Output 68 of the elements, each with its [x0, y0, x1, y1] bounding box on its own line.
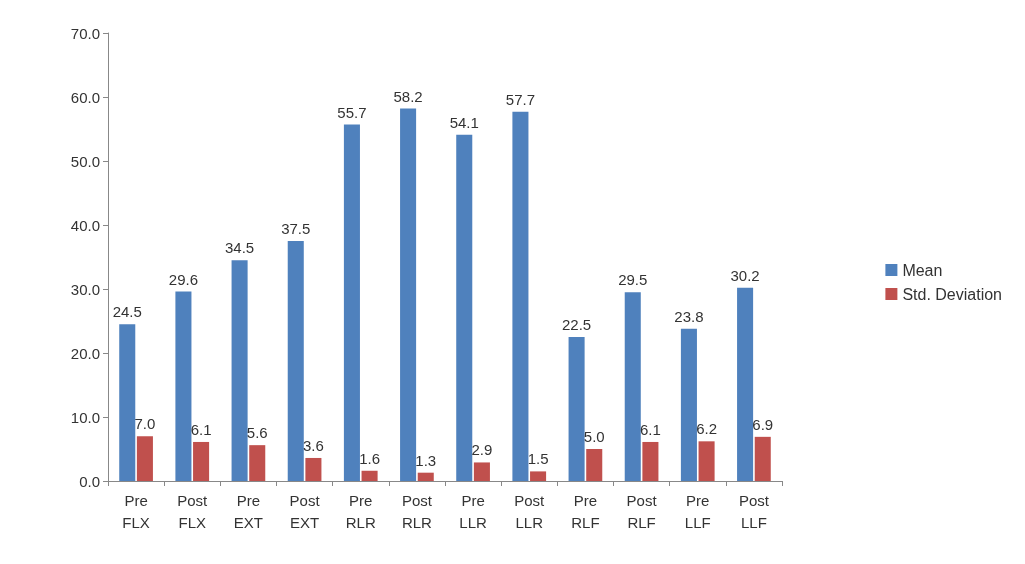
y-tick-label: 30.0	[70, 280, 100, 298]
bar	[456, 134, 473, 481]
legend-label: Std. Deviation	[902, 285, 1002, 303]
legend-label: Mean	[902, 261, 943, 279]
x-tick-label: Pre LLR	[459, 491, 487, 531]
data-label: 1.6	[359, 449, 381, 467]
x-tick-label: Post LLF	[738, 491, 770, 531]
y-tick-label: 70.0	[70, 24, 100, 42]
data-label: 5.0	[583, 428, 605, 445]
x-tick-label: Post LLR	[514, 491, 546, 531]
y-tick-label: 20.0	[70, 344, 100, 362]
bar	[568, 337, 585, 481]
x-tick-label: Post RLR	[401, 491, 433, 531]
bar	[175, 291, 192, 481]
bar	[193, 441, 210, 481]
bar	[119, 324, 136, 481]
bar	[361, 470, 378, 481]
data-label: 24.5	[112, 303, 142, 321]
x-tick-label: Pre LLF	[684, 491, 711, 531]
data-label: 5.6	[246, 424, 268, 442]
data-label: 37.5	[281, 220, 311, 237]
data-label: 54.1	[449, 113, 479, 131]
bar	[287, 241, 304, 481]
bar	[417, 472, 434, 481]
x-tick-label: Pre RLR	[345, 491, 376, 531]
data-label: 23.8	[674, 307, 704, 325]
x-tick-label: Post EXT	[289, 491, 321, 531]
bar	[343, 124, 360, 481]
bar	[680, 328, 697, 481]
bar	[136, 436, 153, 481]
data-label: 29.6	[168, 270, 199, 288]
y-tick-label: 60.0	[70, 88, 100, 106]
x-tick-label: Pre EXT	[233, 491, 264, 531]
data-label: 30.2	[730, 266, 760, 284]
bar	[231, 260, 248, 481]
bar	[305, 457, 322, 481]
bar	[642, 441, 659, 481]
bar	[586, 449, 603, 481]
data-label: 6.1	[190, 420, 212, 438]
y-tick-label: 10.0	[70, 408, 100, 426]
bar	[530, 471, 547, 481]
bar	[737, 287, 754, 481]
bar	[698, 441, 715, 481]
data-label: 22.5	[561, 316, 592, 333]
data-label: 7.0	[134, 415, 156, 433]
data-label: 6.2	[696, 420, 718, 438]
bar	[473, 462, 490, 481]
y-tick-label: 50.0	[70, 152, 100, 170]
x-tick-label: Pre RLF	[571, 491, 600, 531]
bar	[249, 445, 266, 481]
data-label: 34.5	[224, 239, 255, 257]
data-label: 1.3	[415, 451, 437, 469]
data-label: 55.7	[337, 103, 367, 121]
bar	[754, 436, 771, 481]
x-tick-label: Pre FLX	[122, 491, 150, 531]
bar	[512, 111, 529, 481]
bar	[400, 108, 417, 481]
data-label: 58.2	[393, 87, 423, 105]
data-label: 57.7	[505, 90, 536, 108]
data-label: 6.9	[752, 415, 774, 433]
x-tick-label: Post FLX	[177, 491, 209, 531]
y-tick-label: 40.0	[70, 216, 100, 234]
bar	[624, 292, 641, 481]
x-tick-label: Post RLF	[626, 491, 658, 531]
data-label: 29.5	[618, 271, 648, 289]
data-label: 2.9	[471, 441, 493, 459]
y-tick-label: 0.0	[79, 472, 100, 490]
data-label: 1.5	[527, 450, 549, 468]
